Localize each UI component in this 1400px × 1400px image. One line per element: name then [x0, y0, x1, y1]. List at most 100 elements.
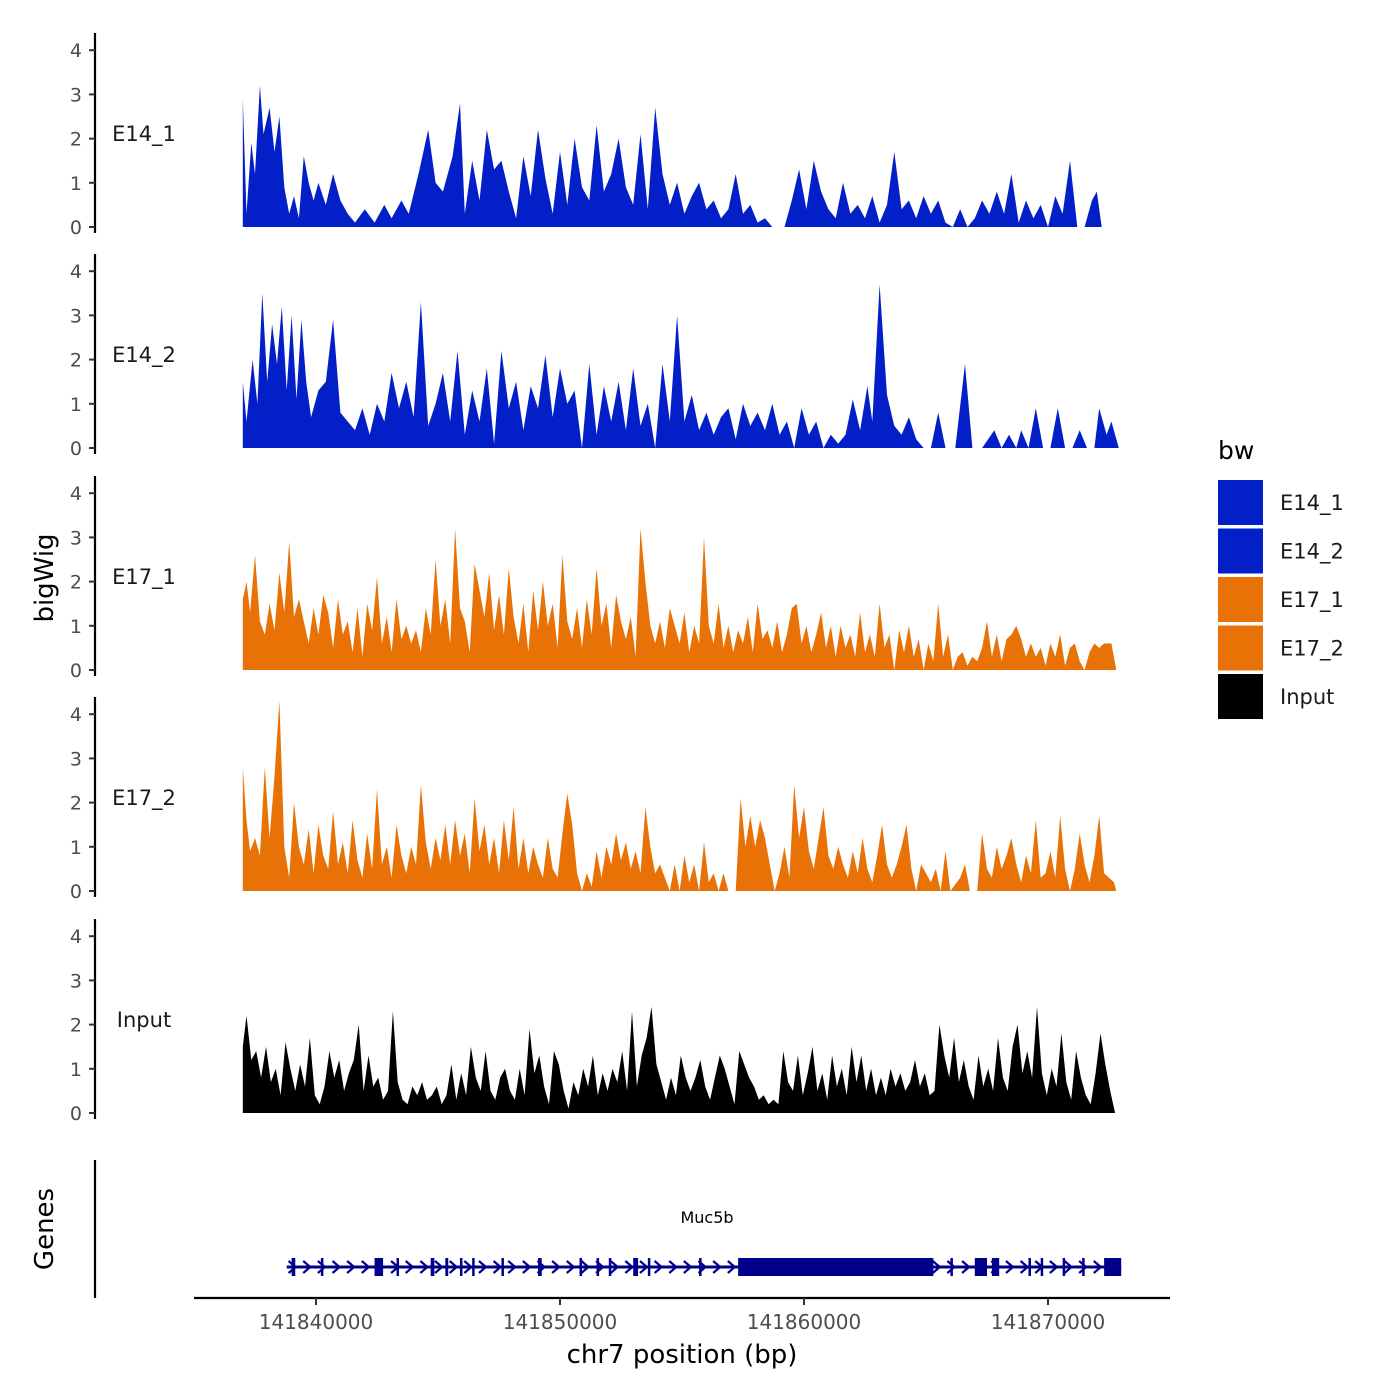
strand-arrow: [609, 1260, 620, 1274]
legend-label: E14_2: [1280, 540, 1344, 565]
strand-arrow: [1093, 1260, 1103, 1274]
legend-key: [1218, 528, 1263, 574]
y-tick-label: 0: [70, 438, 82, 460]
track-e17-2: 0 1 2 3 4 E17_2: [70, 697, 1117, 903]
gene-exon: [950, 1258, 953, 1276]
y-tick-label: 0: [70, 1103, 82, 1125]
legend-item-e17-1: E17_1: [1218, 577, 1344, 622]
y-tick-label: 1: [70, 616, 82, 638]
y-tick-label: 1: [70, 173, 82, 195]
y-tick-label: 2: [70, 350, 82, 372]
legend-title: bw: [1218, 436, 1254, 465]
track-label: E14_2: [112, 343, 176, 368]
y-tick-label: 1: [70, 394, 82, 416]
x-tick-label: 141860000: [747, 1310, 862, 1334]
y-tick-label: 4: [70, 926, 82, 948]
coverage-area: [242, 528, 1117, 670]
gene-exon: [1040, 1258, 1044, 1276]
y-tick-label: 2: [70, 129, 82, 151]
track-e14-1: 0 1 2 3 4 E14_1: [70, 33, 1102, 239]
strand-arrow: [1005, 1260, 1015, 1274]
legend-label: Input: [1280, 685, 1334, 709]
strand-arrow: [712, 1260, 722, 1274]
track-label: Input: [117, 1008, 171, 1032]
legend-key: [1218, 480, 1263, 525]
x-tick-label: 141840000: [259, 1310, 374, 1334]
strand-arrow: [1063, 1260, 1074, 1274]
gene-exon: [396, 1258, 400, 1276]
track-label: E14_1: [112, 122, 176, 147]
y-tick-label: 4: [70, 40, 82, 62]
gene-exon: [1028, 1258, 1031, 1276]
strand-arrow: [683, 1260, 693, 1274]
y-tick-label: 0: [70, 660, 82, 682]
gene-exon: [501, 1258, 504, 1276]
y-tick-label: 4: [70, 483, 82, 505]
strand-arrow: [639, 1260, 649, 1274]
coverage-area: [242, 1006, 1116, 1113]
strand-arrow: [317, 1260, 327, 1274]
track-e14-2: 0 1 2 3 4 E14_2: [70, 254, 1119, 460]
gene-exon: [974, 1258, 987, 1276]
y-tick-label: 1: [70, 1059, 82, 1081]
gene-exon: [579, 1258, 583, 1276]
gene-exon: [472, 1258, 475, 1276]
strand-arrow: [932, 1260, 942, 1274]
genes-y-label: Genes: [30, 1188, 60, 1270]
gene-exon: [291, 1258, 296, 1276]
gene-exon: [320, 1258, 324, 1276]
strand-arrow: [434, 1260, 444, 1274]
strand-arrow: [463, 1260, 473, 1274]
gene-exon: [991, 1258, 1000, 1276]
track-label: E17_1: [112, 565, 176, 590]
legend-key: [1218, 674, 1263, 719]
strand-arrow: [668, 1260, 678, 1274]
legend-label: E17_2: [1280, 637, 1344, 662]
strand-arrow: [507, 1260, 517, 1274]
gene-name-label: Muc5b: [680, 1208, 733, 1227]
x-tick-label: 141870000: [991, 1310, 1106, 1334]
strand-arrow: [287, 1260, 298, 1274]
gene-exon: [647, 1258, 651, 1276]
strand-arrow: [361, 1260, 371, 1274]
legend-item-e14-1: E14_1: [1218, 480, 1344, 525]
gene-exon: [608, 1258, 612, 1276]
strand-arrow: [346, 1260, 356, 1274]
y-tick-label: 3: [70, 84, 82, 106]
strand-arrow: [653, 1260, 664, 1274]
y-tick-label: 3: [70, 527, 82, 549]
gene-exon: [1062, 1258, 1066, 1276]
coverage-area: [242, 85, 1102, 227]
gene-exon: [596, 1258, 600, 1276]
y-tick-label: 3: [70, 305, 82, 327]
legend-items: E14_1 E14_2 E17_1 E17_2 Input: [1218, 480, 1344, 719]
strand-arrow: [448, 1260, 459, 1274]
gene-exon: [633, 1258, 639, 1276]
strand-arrow: [1049, 1260, 1059, 1274]
genes-panel: Genes Muc5b: [30, 1160, 1122, 1298]
gene-exon: [1104, 1258, 1122, 1276]
y-tick-label: 2: [70, 793, 82, 815]
legend-item-e17-2: E17_2: [1218, 625, 1344, 671]
track-input: 0 1 2 3 4 Input: [70, 919, 1116, 1125]
strand-arrow: [1019, 1260, 1030, 1274]
strand-arrow: [580, 1260, 591, 1274]
coverage-area: [242, 700, 1117, 891]
y-axis-label: bigWig: [30, 533, 60, 622]
legend-item-e14-2: E14_2: [1218, 528, 1344, 574]
x-ticks: 141840000 141850000 141860000 141870000: [259, 1298, 1106, 1334]
gene-exon: [374, 1258, 384, 1276]
x-tick-label: 141850000: [503, 1310, 618, 1334]
gene-model: [286, 1258, 1122, 1276]
x-axis: 141840000 141850000 141860000 141870000 chr…: [194, 1296, 1170, 1370]
strand-arrow: [624, 1260, 635, 1274]
gene-exon: [538, 1258, 542, 1276]
gene-exon: [445, 1258, 449, 1276]
legend-key: [1218, 577, 1263, 622]
gene-exon: [699, 1258, 702, 1276]
legend-label: E14_1: [1280, 491, 1344, 516]
y-tick-label: 1: [70, 837, 82, 859]
coverage-tracks: 0 1 2 3 4 E14_1 0 1 2 3 4 E14_2 0 1 2 3 4 E17_1 0 1 2 3 4 E17_2…: [70, 33, 1119, 1125]
track-e17-1: 0 1 2 3 4 E17_1: [70, 476, 1117, 682]
